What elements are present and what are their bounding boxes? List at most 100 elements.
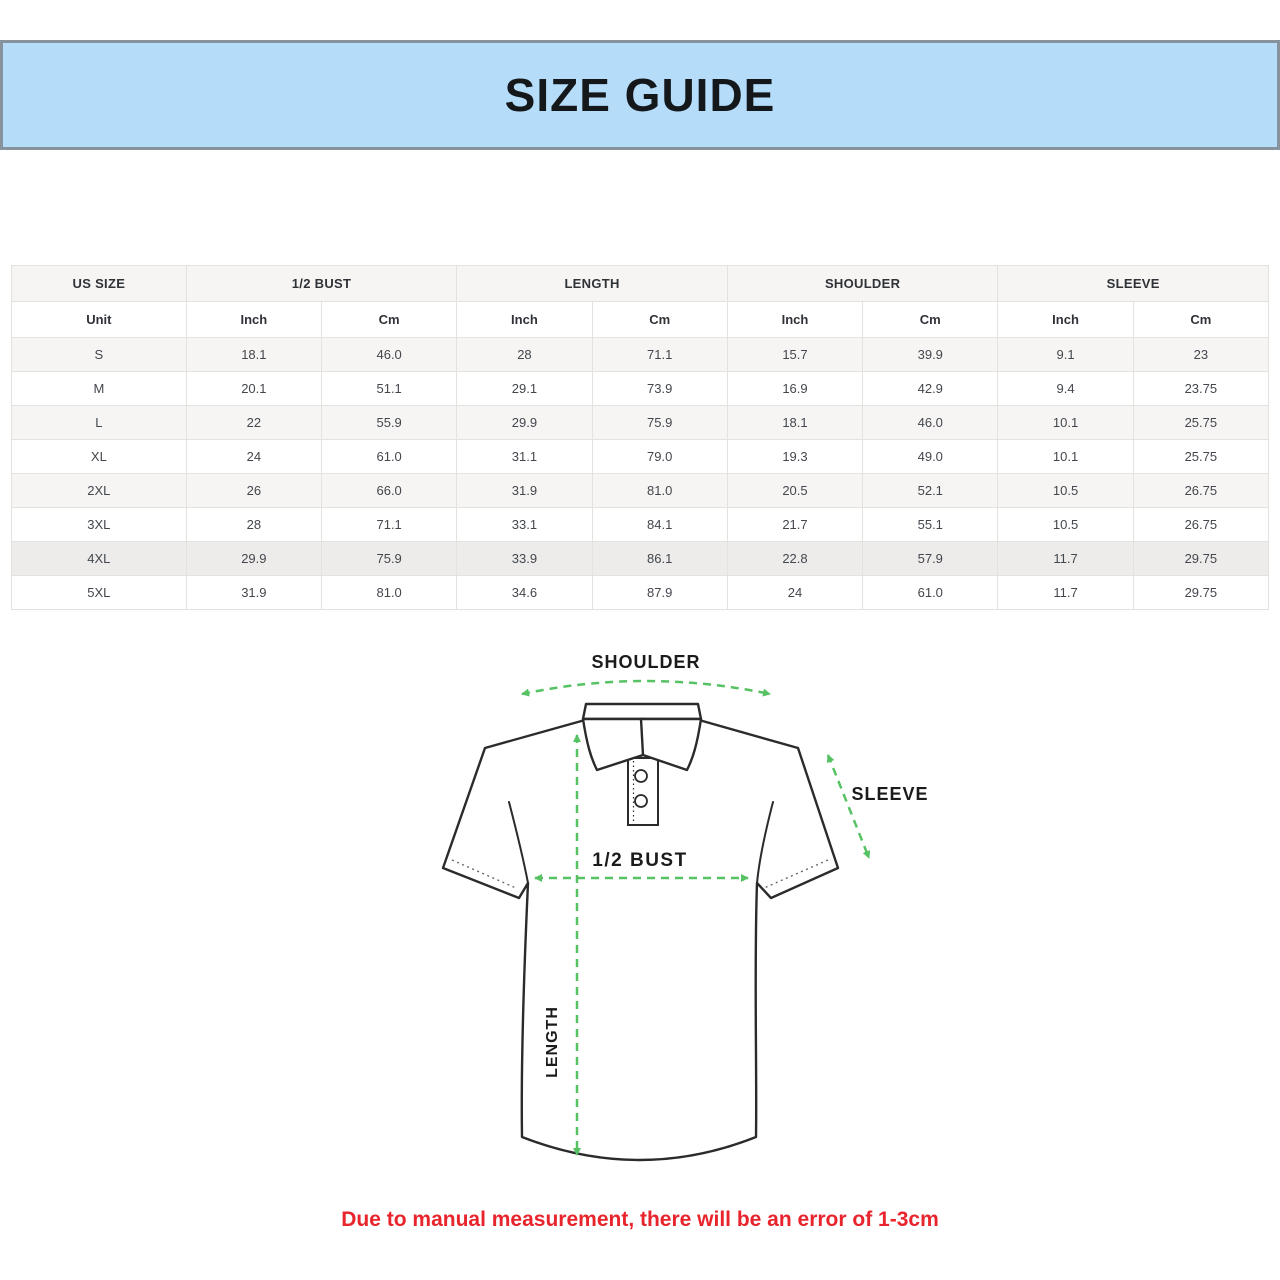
measurement-cell: 81.0 <box>320 575 458 610</box>
measurement-cell: 87.9 <box>591 575 728 610</box>
measurement-cell: 23 <box>1132 337 1270 372</box>
measurement-cell: 55.1 <box>862 507 999 542</box>
size-cell: 5XL <box>11 575 187 610</box>
size-cell: L <box>11 405 187 440</box>
measurement-cell: 34.6 <box>456 575 593 610</box>
unit-header: Inch <box>185 301 323 338</box>
measurement-cell: 24 <box>726 575 864 610</box>
measurement-cell: 81.0 <box>591 473 728 508</box>
measurement-cell: 31.9 <box>456 473 593 508</box>
table-row: L 22 55.9 29.9 75.9 18.1 46.0 10.1 25.75 <box>11 405 1270 440</box>
size-cell: S <box>11 337 187 372</box>
table-row: 5XL 31.9 81.0 34.6 87.9 24 61.0 11.7 29.75 <box>11 575 1270 610</box>
size-cell: XL <box>11 439 187 474</box>
measurement-cell: 22.8 <box>726 541 864 576</box>
measurement-cell: 55.9 <box>320 405 458 440</box>
measurement-cell: 75.9 <box>591 405 728 440</box>
size-table-body: S 18.1 46.0 28 71.1 15.7 39.9 9.1 23 M 20.1 51.1 29.… <box>11 337 1270 610</box>
measurement-cell: 33.9 <box>456 541 593 576</box>
measurement-cell: 18.1 <box>726 405 864 440</box>
unit-header: Cm <box>320 301 458 338</box>
unit-header: Cm <box>591 301 728 338</box>
length-label: LENGTH <box>544 1006 561 1078</box>
unit-header: Cm <box>1132 301 1270 338</box>
table-row: 4XL 29.9 75.9 33.9 86.1 22.8 57.9 11.7 29.75 <box>11 541 1270 576</box>
polo-shirt-outline-icon <box>441 718 840 1162</box>
measurement-cell: 25.75 <box>1132 405 1270 440</box>
measurement-cell: 9.4 <box>997 371 1134 406</box>
size-table: US SIZE 1/2 BUST LENGTH SHOULDER SLEEVE Unit I… <box>11 265 1270 610</box>
unit-header: Cm <box>862 301 999 338</box>
sleeve-stitch-lines <box>451 859 829 889</box>
size-guide-banner: SIZE GUIDE <box>0 40 1280 150</box>
measurement-cell: 24 <box>185 439 323 474</box>
measurement-cell: 71.1 <box>320 507 458 542</box>
page-title: SIZE GUIDE <box>504 69 776 121</box>
unit-header: Inch <box>456 301 593 338</box>
unit-header: Inch <box>726 301 864 338</box>
size-cell: 3XL <box>11 507 187 542</box>
measurement-cell: 51.1 <box>320 371 458 406</box>
column-group-header: 1/2 BUST <box>185 265 458 302</box>
placket-icon <box>627 757 659 826</box>
measurement-cell: 9.1 <box>997 337 1134 372</box>
column-group-header: US SIZE <box>11 265 187 302</box>
table-row: M 20.1 51.1 29.1 73.9 16.9 42.9 9.4 23.75 <box>11 371 1270 406</box>
measurement-cell: 29.75 <box>1132 541 1270 576</box>
measurement-cell: 11.7 <box>997 541 1134 576</box>
size-table-header: US SIZE 1/2 BUST LENGTH SHOULDER SLEEVE Unit I… <box>11 265 1270 338</box>
measurement-cell: 61.0 <box>862 575 999 610</box>
measurement-cell: 86.1 <box>591 541 728 576</box>
table-row: 2XL 26 66.0 31.9 81.0 20.5 52.1 10.5 26.75 <box>11 473 1270 508</box>
unit-header: Unit <box>11 301 187 338</box>
measurement-cell: 22 <box>185 405 323 440</box>
size-cell: M <box>11 371 187 406</box>
measurement-cell: 57.9 <box>862 541 999 576</box>
measurement-cell: 31.1 <box>456 439 593 474</box>
measurement-cell: 11.7 <box>997 575 1134 610</box>
size-table-container: US SIZE 1/2 BUST LENGTH SHOULDER SLEEVE Unit I… <box>11 265 1270 610</box>
column-group-header: SLEEVE <box>997 265 1269 302</box>
measurement-cell: 26.75 <box>1132 507 1270 542</box>
measurement-cell: 73.9 <box>591 371 728 406</box>
measurement-arrows <box>521 679 871 1156</box>
measurement-cell: 49.0 <box>862 439 999 474</box>
measurement-cell: 29.9 <box>456 405 593 440</box>
measurement-cell: 16.9 <box>726 371 864 406</box>
measurement-cell: 21.7 <box>726 507 864 542</box>
measurement-cell: 10.1 <box>997 405 1134 440</box>
measurement-cell: 52.1 <box>862 473 999 508</box>
size-cell: 4XL <box>11 541 187 576</box>
measurement-cell: 71.1 <box>591 337 728 372</box>
measurement-cell: 10.5 <box>997 473 1134 508</box>
collar-icon <box>581 702 703 772</box>
measurement-cell: 20.1 <box>185 371 323 406</box>
measurement-cell: 79.0 <box>591 439 728 474</box>
measurement-cell: 29.75 <box>1132 575 1270 610</box>
measurement-cell: 46.0 <box>320 337 458 372</box>
column-group-header: SHOULDER <box>726 265 999 302</box>
measurement-cell: 28 <box>185 507 323 542</box>
measurement-cell: 29.9 <box>185 541 323 576</box>
measurement-cell: 25.75 <box>1132 439 1270 474</box>
measurement-cell: 10.1 <box>997 439 1134 474</box>
measurement-cell: 75.9 <box>320 541 458 576</box>
measurement-cell: 20.5 <box>726 473 864 508</box>
shoulder-label: SHOULDER <box>591 652 700 672</box>
measurement-cell: 66.0 <box>320 473 458 508</box>
measurement-cell: 31.9 <box>185 575 323 610</box>
sleeve-arrow <box>826 754 871 859</box>
measurement-cell: 10.5 <box>997 507 1134 542</box>
unit-header: Inch <box>997 301 1134 338</box>
measurement-cell: 15.7 <box>726 337 864 372</box>
measurement-cell: 23.75 <box>1132 371 1270 406</box>
column-group-header: LENGTH <box>456 265 728 302</box>
measurement-cell: 39.9 <box>862 337 999 372</box>
measurement-cell: 46.0 <box>862 405 999 440</box>
measurement-cell: 29.1 <box>456 371 593 406</box>
table-row: XL 24 61.0 31.1 79.0 19.3 49.0 10.1 25.75 <box>11 439 1270 474</box>
measurement-cell: 42.9 <box>862 371 999 406</box>
polo-shirt-diagram: SHOULDER SLEEVE 1/2 BUST LENGTH <box>441 652 928 1162</box>
table-row: S 18.1 46.0 28 71.1 15.7 39.9 9.1 23 <box>11 337 1270 372</box>
measurement-cell: 33.1 <box>456 507 593 542</box>
